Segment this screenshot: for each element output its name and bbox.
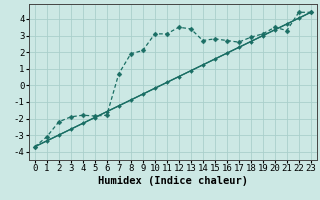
X-axis label: Humidex (Indice chaleur): Humidex (Indice chaleur): [98, 176, 248, 186]
